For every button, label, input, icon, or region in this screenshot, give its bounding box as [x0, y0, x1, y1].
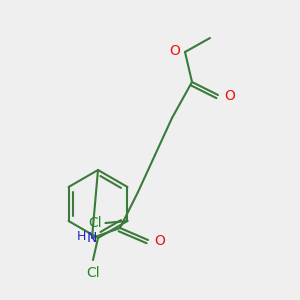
Text: Cl: Cl [86, 266, 100, 280]
Text: O: O [169, 44, 180, 58]
Text: Cl: Cl [88, 216, 101, 230]
Text: H: H [76, 230, 86, 242]
Text: N: N [87, 231, 97, 245]
Text: O: O [224, 89, 235, 103]
Text: O: O [154, 234, 165, 248]
